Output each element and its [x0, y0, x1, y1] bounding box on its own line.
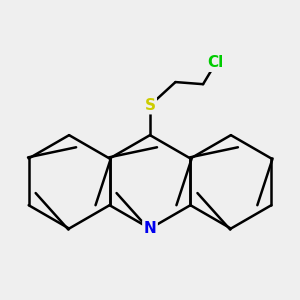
Text: N: N [144, 221, 156, 236]
Text: Cl: Cl [208, 56, 224, 70]
Text: S: S [145, 98, 155, 113]
